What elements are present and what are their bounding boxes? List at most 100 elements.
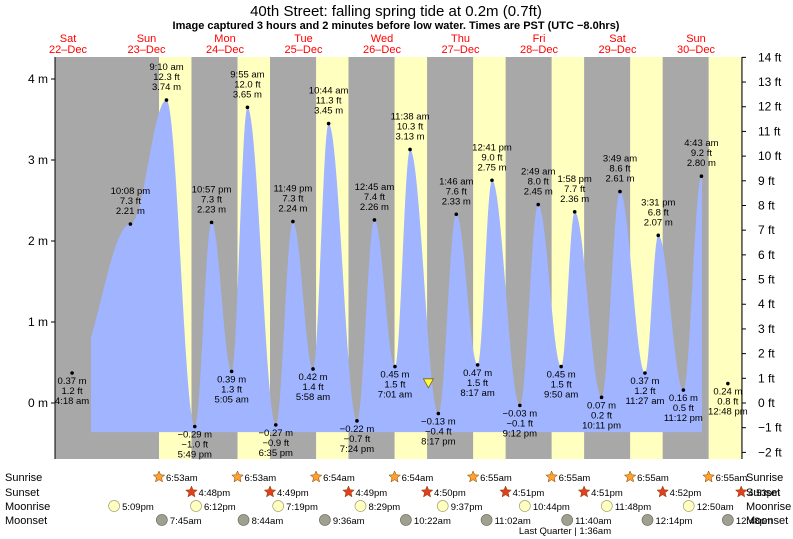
low-tide-label: 1.5 ft	[551, 380, 572, 391]
low-tide-label: 0.45 m	[380, 370, 409, 381]
high-tide-label: 2.33 m	[442, 196, 471, 207]
high-tide-label: 11:49 pm	[273, 184, 312, 195]
sunrise-star-icon	[231, 470, 244, 483]
high-tide-label: 7.6 ft	[446, 186, 467, 197]
low-tide-label: 0.37 m	[630, 376, 659, 387]
high-tide-label: 2.07 m	[644, 217, 673, 228]
moonrise-row-label-right: Moonrise	[746, 501, 791, 513]
sunrise-time: 6:54am	[323, 473, 355, 484]
low-tide-label: −0.13 m	[421, 417, 456, 428]
moonrise-icon	[600, 500, 613, 512]
low-tide-label: 1.5 ft	[384, 380, 405, 391]
low-tide-label: 0.24 m	[713, 387, 742, 398]
low-tide-label: 6:35 pm	[259, 448, 293, 459]
moonset-icon	[480, 514, 493, 526]
extreme-point	[475, 363, 480, 367]
sunrise-star-icon	[388, 470, 401, 483]
low-tide-label: 7:24 pm	[340, 444, 374, 455]
high-tide-label: 1:46 am	[439, 176, 473, 187]
sunset-time: 4:53pm	[748, 488, 780, 499]
moonset-icon	[319, 514, 331, 526]
day-name-label: Sun	[686, 33, 706, 45]
moonset-row-label-left: Moonset	[5, 515, 47, 527]
high-tide-label: 2.21 m	[116, 206, 145, 217]
day-date-label: 23–Dec	[128, 44, 166, 56]
sunset-time: 4:52pm	[670, 488, 702, 499]
left-tick-label: 2 m	[28, 234, 48, 248]
high-tide-label: 11:38 am	[391, 111, 430, 122]
extreme-point	[518, 403, 522, 408]
right-tick-label: 10 ft	[758, 149, 782, 163]
tide-area	[91, 100, 702, 433]
low-tide-label: 1.5 ft	[467, 378, 488, 389]
low-tide-label: 1.2 ft	[62, 386, 83, 397]
low-tide-label: −1.0 ft	[181, 439, 208, 450]
day-name-label: Sun	[137, 33, 157, 45]
moonset-time: 12:14pm	[656, 516, 693, 527]
right-tick-label: 12 ft	[758, 100, 782, 114]
moonset-time: 7:45am	[170, 516, 202, 527]
high-tide-label: 10:57 pm	[192, 184, 232, 195]
left-tick-label: 0 m	[28, 396, 48, 410]
low-tide-label: −0.7 ft	[344, 434, 371, 445]
sunrise-time: 6:54am	[402, 473, 434, 484]
high-tide-label: 10:44 am	[309, 86, 349, 97]
sunrise-star-icon	[466, 470, 480, 483]
low-tide-label: 0.2 ft	[591, 410, 612, 421]
low-tide-label: 8:17 am	[460, 388, 494, 399]
low-tide-label: 0.37 m	[58, 376, 87, 387]
sun-moon-events: Sunrise Sunrise Sunset Sunset Moonrise Moonri…	[5, 470, 791, 537]
right-tick-label: 1 ft	[758, 371, 775, 385]
high-tide-label: 9:10 am	[149, 62, 183, 73]
moonset-time: 10:22am	[414, 516, 451, 527]
right-tick-label: 9 ft	[758, 174, 775, 188]
moonrise-time: 12:50am	[697, 502, 734, 513]
extreme-point	[164, 98, 169, 102]
sunrise-star-icon	[702, 470, 715, 483]
day-name-label: Thu	[451, 33, 470, 45]
extreme-point	[490, 178, 494, 183]
low-tide-label: −0.29 m	[177, 429, 212, 440]
high-tide-label: 4:43 am	[684, 138, 718, 149]
right-tick-label: 13 ft	[758, 75, 782, 89]
moonset-time: 9:36am	[333, 516, 365, 527]
high-tide-label: 6.8 ft	[648, 207, 669, 218]
high-tide-label: 2.45 m	[524, 187, 553, 198]
daylight-band	[708, 57, 742, 459]
right-tick-label: 8 ft	[758, 198, 775, 212]
tide-curve	[91, 100, 702, 433]
sunrise-time: 6:53am	[166, 473, 198, 484]
sunset-star-icon	[342, 485, 355, 498]
extreme-point	[726, 381, 730, 386]
high-tide-label: 7.3 ft	[201, 194, 222, 205]
low-tide-label: 0.5 ft	[673, 403, 694, 414]
low-tide-label: 11:12 pm	[664, 413, 703, 424]
high-tide-label: 8.0 ft	[528, 177, 549, 188]
extreme-point	[311, 367, 315, 371]
high-tide-label: 2.36 m	[560, 194, 589, 205]
high-tide-label: 7.3 ft	[282, 194, 303, 205]
moonset-icon	[155, 514, 168, 526]
low-tide-label: −0.03 m	[503, 408, 538, 419]
extreme-point	[656, 233, 661, 238]
extreme-point	[618, 189, 622, 194]
moonrise-icon	[519, 500, 531, 512]
high-tide-label: 7.7 ft	[564, 184, 585, 195]
extreme-point	[436, 411, 441, 416]
extreme-point	[291, 219, 295, 224]
low-tide-label: 4:18 am	[55, 396, 89, 407]
right-tick-label: 2 ft	[758, 347, 775, 361]
moonrise-time: 7:19pm	[286, 502, 318, 513]
high-tide-label: 11.3 ft	[316, 96, 342, 107]
low-tide-label: 0.42 m	[298, 372, 327, 383]
moonrise-time: 10:44pm	[533, 502, 570, 513]
sunset-star-icon	[263, 485, 277, 498]
low-tide-label: 1.3 ft	[221, 384, 242, 395]
low-tide-label: 5:05 am	[214, 394, 248, 405]
right-tick-label: 11 ft	[758, 124, 781, 138]
high-tide-label: 2.23 m	[197, 204, 226, 215]
high-tide-label: 2.75 m	[477, 162, 506, 173]
moonrise-row-label-left: Moonrise	[5, 501, 50, 513]
